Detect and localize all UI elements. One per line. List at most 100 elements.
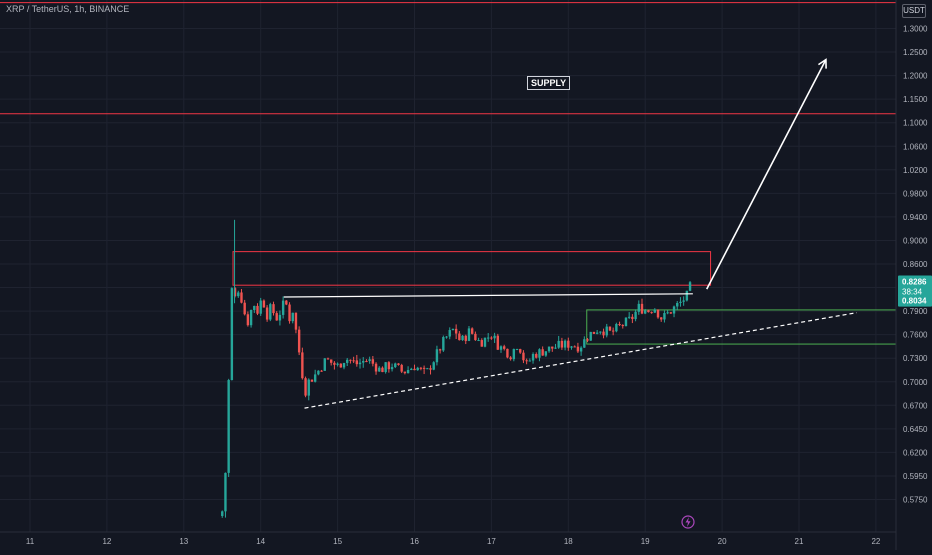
candle-body (644, 310, 647, 314)
y-tick-label: 1.3000 (903, 25, 928, 34)
y-tick-label: 1.0600 (903, 142, 928, 151)
time-axis[interactable] (0, 532, 896, 550)
candle-body (451, 328, 455, 331)
candle-body (384, 362, 387, 373)
last-price-label: 0.8286 (902, 277, 927, 286)
candle-body (301, 352, 304, 379)
x-tick-label: 17 (487, 537, 496, 546)
x-tick-label: 21 (795, 537, 804, 546)
candle-body (640, 303, 644, 314)
candle-body (288, 304, 291, 322)
candle-body (374, 363, 378, 372)
candle-body (531, 353, 535, 361)
candle-body (554, 347, 557, 349)
x-tick-label: 15 (333, 537, 342, 546)
candle-body (262, 300, 266, 308)
support-trendline (304, 312, 857, 409)
x-tick-label: 11 (26, 537, 35, 546)
candle-body (448, 330, 451, 337)
price-axis[interactable] (896, 0, 932, 550)
y-tick-label: 0.7000 (903, 378, 928, 387)
candle-body (355, 360, 359, 365)
candle-body (579, 347, 583, 352)
candle-body (570, 346, 573, 348)
candle-body (358, 362, 362, 365)
candle-body (419, 367, 423, 369)
candle-body (249, 309, 253, 326)
candle-body (538, 349, 541, 358)
candle-body (435, 349, 439, 363)
candle-body (256, 305, 259, 314)
candle-body (346, 359, 349, 363)
candle-body (297, 329, 301, 353)
y-tick-label: 0.5950 (903, 472, 928, 481)
y-tick-label: 0.9000 (903, 236, 928, 245)
candle-body (512, 349, 516, 360)
candle-body (368, 359, 371, 362)
candle-body (650, 312, 653, 314)
candle-body (586, 339, 589, 341)
candle-body (416, 367, 419, 371)
candle-body (666, 312, 669, 314)
x-tick-label: 19 (641, 537, 650, 546)
candle-body (442, 337, 445, 351)
candle-body (583, 339, 586, 348)
candle-body (246, 314, 250, 326)
candle-body (685, 290, 689, 301)
candle-body (627, 316, 631, 318)
candle-body (528, 360, 532, 362)
candle-body (307, 379, 310, 396)
candle-body (595, 332, 599, 334)
candle-body (400, 364, 403, 372)
candle-body (339, 363, 343, 368)
lightning-icon[interactable] (681, 515, 695, 529)
candle-body (432, 362, 435, 370)
candle-body (233, 288, 237, 297)
candle-body (265, 307, 269, 320)
candle-body (413, 368, 416, 371)
candle-body (445, 336, 448, 338)
x-tick-label: 20 (718, 537, 727, 546)
candle-body (390, 367, 394, 370)
candle-body (422, 367, 426, 369)
candle-body (669, 312, 673, 314)
candle-body (522, 352, 525, 361)
projection-arrow-head (817, 58, 827, 69)
candle-body (336, 363, 339, 365)
y-tick-label: 1.0200 (903, 166, 928, 175)
candle-body (672, 306, 676, 314)
candle-body (362, 361, 365, 363)
candle-body (378, 367, 381, 372)
candle-body (429, 368, 432, 370)
y-tick-label: 1.2500 (903, 48, 928, 57)
y-tick-label: 0.6450 (903, 425, 928, 434)
candle-body (547, 346, 551, 352)
candle-body (576, 346, 580, 352)
candle-body (676, 303, 679, 307)
candle-body (499, 346, 503, 350)
candle-body (506, 348, 509, 358)
x-tick-label: 14 (256, 537, 265, 546)
candle-body (342, 362, 346, 368)
candle-body (624, 317, 628, 327)
candle-body (573, 346, 576, 348)
candle-body (470, 328, 474, 334)
candle-body (474, 333, 477, 341)
y-tick-label: 0.7300 (903, 354, 928, 363)
candle-body (544, 351, 548, 356)
candle-body (483, 337, 487, 347)
candle-body (310, 379, 314, 382)
candle-body (653, 309, 657, 313)
y-tick-label: 0.6700 (903, 401, 928, 410)
candle-body (410, 368, 413, 371)
y-tick-label: 1.2000 (903, 72, 928, 81)
candle-body (365, 361, 368, 363)
currency-button[interactable]: USDT (902, 4, 926, 18)
candle-body (320, 370, 323, 372)
candle-body (406, 370, 410, 374)
x-tick-label: 18 (564, 537, 573, 546)
y-tick-label: 0.6200 (903, 448, 928, 457)
candle-body (589, 331, 592, 341)
